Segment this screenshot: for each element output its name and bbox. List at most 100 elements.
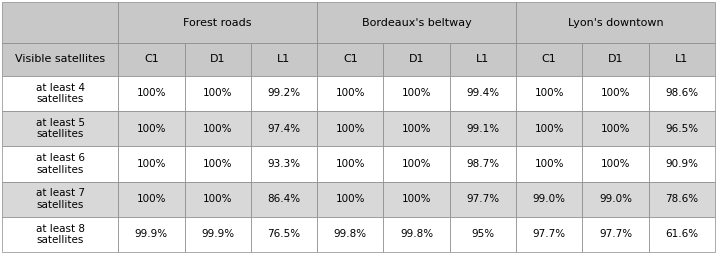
Bar	[317, 2, 516, 43]
Bar	[516, 111, 582, 146]
Text: 99.9%: 99.9%	[201, 229, 234, 239]
Bar	[582, 182, 649, 217]
Bar	[649, 182, 715, 217]
Text: 99.8%: 99.8%	[333, 229, 367, 239]
Text: Visible satellites: Visible satellites	[15, 55, 105, 65]
Bar	[251, 111, 317, 146]
Text: at least 4
satellites: at least 4 satellites	[36, 83, 85, 104]
Text: 99.1%: 99.1%	[466, 124, 500, 134]
Bar	[516, 2, 715, 43]
Bar	[118, 182, 184, 217]
Bar	[184, 111, 251, 146]
Text: 100%: 100%	[601, 88, 630, 98]
Bar	[118, 111, 184, 146]
Text: 100%: 100%	[203, 194, 232, 204]
Bar	[649, 43, 715, 76]
Text: 97.7%: 97.7%	[533, 229, 566, 239]
Text: 96.5%: 96.5%	[665, 124, 698, 134]
Bar	[582, 146, 649, 182]
Text: D1: D1	[608, 55, 623, 65]
Text: 100%: 100%	[601, 159, 630, 169]
Bar	[2, 76, 118, 111]
Bar	[2, 146, 118, 182]
Bar	[2, 182, 118, 217]
Text: Forest roads: Forest roads	[184, 18, 252, 28]
Text: 100%: 100%	[336, 159, 365, 169]
Text: 100%: 100%	[336, 194, 365, 204]
Bar	[384, 111, 450, 146]
Text: at least 7
satellites: at least 7 satellites	[36, 188, 85, 210]
Bar	[184, 76, 251, 111]
Text: 100%: 100%	[402, 194, 432, 204]
Text: 100%: 100%	[203, 88, 232, 98]
Bar	[2, 111, 118, 146]
Bar	[317, 76, 384, 111]
Bar	[251, 182, 317, 217]
Bar	[184, 217, 251, 252]
Bar	[118, 2, 317, 43]
Text: 99.0%: 99.0%	[599, 194, 632, 204]
Text: 97.7%: 97.7%	[466, 194, 500, 204]
Bar	[516, 76, 582, 111]
Text: 61.6%: 61.6%	[665, 229, 698, 239]
Text: 100%: 100%	[534, 159, 564, 169]
Bar	[184, 146, 251, 182]
Bar	[317, 43, 384, 76]
Text: 98.6%: 98.6%	[665, 88, 698, 98]
Bar	[450, 43, 516, 76]
Text: L1: L1	[277, 55, 290, 65]
Text: 100%: 100%	[402, 159, 432, 169]
Bar	[251, 76, 317, 111]
Text: 86.4%: 86.4%	[267, 194, 300, 204]
Bar	[2, 43, 118, 76]
Text: C1: C1	[542, 55, 556, 65]
Text: 100%: 100%	[137, 159, 166, 169]
Text: 98.7%: 98.7%	[466, 159, 500, 169]
Text: L1: L1	[675, 55, 688, 65]
Text: 100%: 100%	[137, 88, 166, 98]
Text: C1: C1	[343, 55, 358, 65]
Bar	[582, 111, 649, 146]
Bar	[450, 146, 516, 182]
Bar	[649, 76, 715, 111]
Bar	[118, 217, 184, 252]
Bar	[251, 146, 317, 182]
Bar	[184, 182, 251, 217]
Bar	[251, 43, 317, 76]
Text: 99.2%: 99.2%	[267, 88, 300, 98]
Bar	[582, 217, 649, 252]
Bar	[2, 2, 118, 43]
Text: at least 5
satellites: at least 5 satellites	[36, 118, 85, 139]
Bar	[317, 217, 384, 252]
Bar	[184, 43, 251, 76]
Bar	[384, 76, 450, 111]
Text: 99.4%: 99.4%	[466, 88, 500, 98]
Text: 100%: 100%	[137, 194, 166, 204]
Bar	[649, 111, 715, 146]
Text: C1: C1	[144, 55, 158, 65]
Text: 97.7%: 97.7%	[599, 229, 632, 239]
Bar	[582, 76, 649, 111]
Text: L1: L1	[476, 55, 490, 65]
Bar	[582, 43, 649, 76]
Bar	[649, 146, 715, 182]
Text: 100%: 100%	[203, 124, 232, 134]
Text: 100%: 100%	[336, 124, 365, 134]
Bar	[317, 111, 384, 146]
Bar	[516, 217, 582, 252]
Bar	[450, 182, 516, 217]
Text: 100%: 100%	[402, 88, 432, 98]
Bar	[118, 146, 184, 182]
Bar	[384, 217, 450, 252]
Bar	[118, 76, 184, 111]
Bar	[384, 43, 450, 76]
Text: 100%: 100%	[402, 124, 432, 134]
Text: 99.8%: 99.8%	[400, 229, 433, 239]
Bar	[516, 146, 582, 182]
Text: 99.0%: 99.0%	[533, 194, 566, 204]
Text: D1: D1	[409, 55, 424, 65]
Bar	[251, 217, 317, 252]
Text: 99.9%: 99.9%	[135, 229, 168, 239]
Text: 100%: 100%	[534, 124, 564, 134]
Text: 90.9%: 90.9%	[665, 159, 698, 169]
